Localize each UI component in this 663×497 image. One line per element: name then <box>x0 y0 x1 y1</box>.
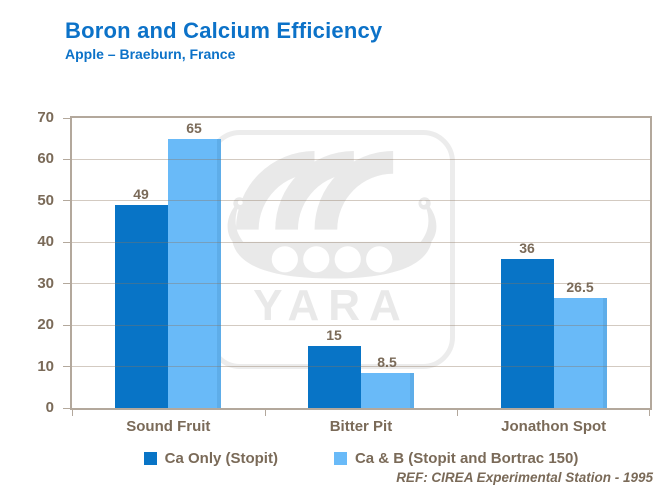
legend-label-ca-and-b: Ca & B (Stopit and Bortrac 150) <box>354 450 579 467</box>
bar-ca-only-stopit-jonathon-spot <box>501 259 554 408</box>
bar-value-ca-only-stopit-sound-fruit: 49 <box>133 186 149 202</box>
bar-value-ca-b-stopit-and-bortrac-150-sound-fruit: 65 <box>186 120 202 136</box>
y-axis-label-70: 70 <box>37 109 54 126</box>
y-axis-label-20: 20 <box>37 316 54 334</box>
chart-title: Boron and Calcium Efficiency <box>65 18 383 43</box>
y-axis-tick-20 <box>63 324 70 326</box>
category-label-sound-fruit: Sound Fruit <box>126 418 211 435</box>
y-axis-tick-10 <box>63 366 70 368</box>
legend-swatch-ca-only <box>143 452 157 465</box>
bar-ca-b-stopit-and-bortrac-150-jonathon-spot <box>554 298 607 408</box>
watermark-brand-text: YARA <box>253 281 410 330</box>
bar-value-ca-only-stopit-jonathon-spot: 36 <box>519 240 535 256</box>
y-axis-tick-70 <box>63 117 70 119</box>
bar-value-ca-only-stopit-bitter-pit: 15 <box>326 327 342 343</box>
gridline-50 <box>72 200 650 202</box>
x-axis-tick-3 <box>649 408 650 416</box>
bar-value-ca-b-stopit-and-bortrac-150-jonathon-spot: 26.5 <box>566 279 594 295</box>
bar-ca-only-stopit-bitter-pit <box>308 346 361 408</box>
legend: Ca Only (Stopit) Ca & B (Stopit and Bort… <box>72 450 650 467</box>
x-axis-tick-1 <box>264 408 266 416</box>
gridline-10 <box>72 366 650 368</box>
x-axis-tick-0 <box>72 408 73 416</box>
x-axis: Sound Fruit Bitter Pit Jonathon Spot <box>72 418 650 436</box>
bar-ca-b-stopit-and-bortrac-150-bitter-pit <box>361 373 414 408</box>
y-axis-label-10: 10 <box>37 357 54 375</box>
y-axis-tick-30 <box>63 283 70 285</box>
legend-item-ca-and-b: Ca & B (Stopit and Bortrac 150) <box>333 450 579 467</box>
y-axis-tick-60 <box>63 158 70 160</box>
bar-ca-only-stopit-sound-fruit <box>115 205 168 408</box>
y-axis-label-60: 60 <box>37 150 54 168</box>
category-label-bitter-pit: Bitter Pit <box>329 418 393 435</box>
y-axis-tick-0 <box>63 407 70 409</box>
y-axis-label-50: 50 <box>37 191 54 209</box>
plot-area: YARA 49 65 15 8.5 36 26.5 <box>63 116 652 416</box>
bar-value-ca-b-stopit-and-bortrac-150-bitter-pit: 8.5 <box>377 354 397 370</box>
gridline-30 <box>72 283 650 285</box>
legend-label-ca-only: Ca Only (Stopit) <box>164 450 278 467</box>
y-axis-label-30: 30 <box>37 274 54 292</box>
reference-note: REF: CIREA Experimental Station - 1995 <box>396 470 653 485</box>
x-axis-tick-2 <box>457 408 459 416</box>
y-axis-tick-40 <box>63 241 70 243</box>
bar-ca-b-stopit-and-bortrac-150-sound-fruit <box>168 139 221 408</box>
legend-swatch-ca-and-b <box>333 452 347 465</box>
category-label-jonathon-spot: Jonathon Spot <box>501 418 607 435</box>
yara-ship-icon <box>227 151 436 279</box>
gridline-40 <box>72 241 650 243</box>
gridline-20 <box>72 324 650 326</box>
chart-subtitle: Apple – Braeburn, France <box>65 46 236 62</box>
y-axis-tick-50 <box>63 200 70 202</box>
y-axis: 0 10 20 30 40 50 60 70 <box>0 109 54 416</box>
gridline-60 <box>72 158 650 160</box>
y-axis-label-40: 40 <box>37 233 54 251</box>
y-axis-label-0: 0 <box>45 399 54 416</box>
legend-item-ca-only: Ca Only (Stopit) <box>143 450 278 467</box>
